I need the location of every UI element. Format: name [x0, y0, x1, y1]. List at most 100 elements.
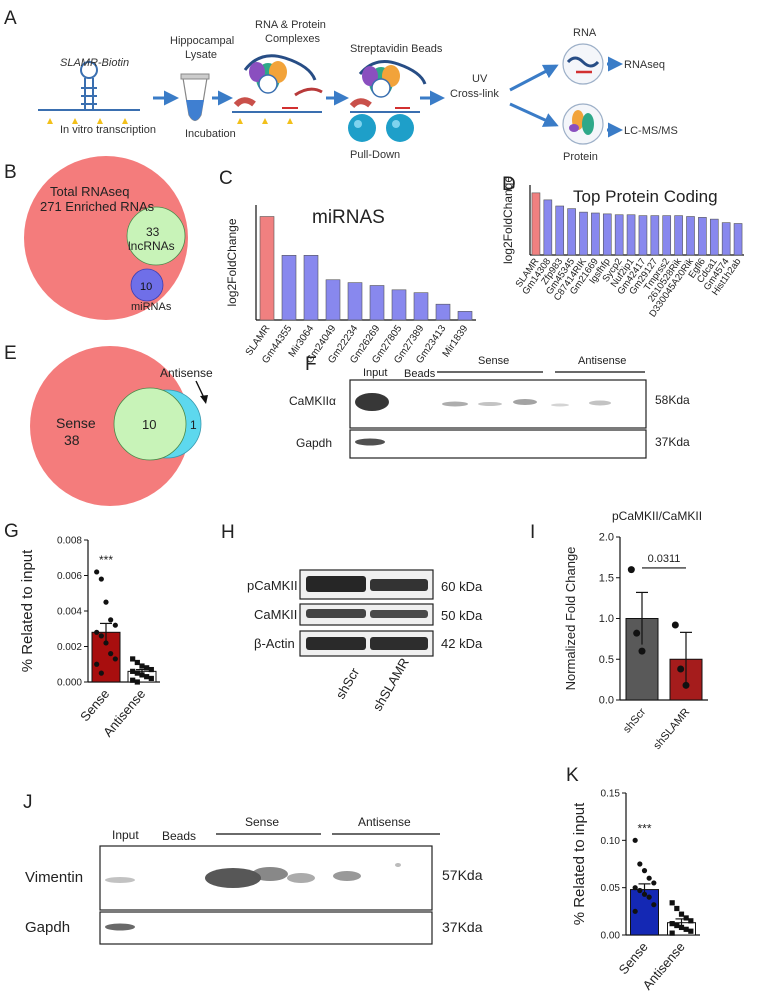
mi-label: miRNAs — [131, 301, 172, 313]
data-point — [669, 930, 675, 936]
bar-zfp983 — [555, 205, 565, 256]
data-point — [130, 656, 136, 662]
chart-i-pcamkii-ratio: 0.0 0.5 1.0 1.5 2.0 Normalized Fold Change pCa… — [563, 509, 708, 752]
panel-e-venn: Sense 38 10 1 Antisense — [30, 346, 213, 506]
data-point — [94, 661, 100, 667]
data-point — [144, 674, 150, 680]
data-point — [112, 656, 118, 662]
data-point — [682, 681, 690, 689]
biotin-rna-hairpin — [38, 61, 140, 111]
data-point — [98, 576, 104, 582]
data-point — [103, 640, 109, 646]
data-point — [677, 665, 685, 673]
data-point — [638, 647, 646, 655]
h-row2-label: CaMKII — [254, 607, 297, 622]
uv-line2: Cross-link — [450, 88, 499, 100]
h-row3-size: 42 kDa — [441, 636, 483, 651]
panel-f-blot: Input Beads Sense Antisense CaMKIIα Gapd… — [289, 355, 690, 459]
y-tick-label: 0.006 — [57, 571, 82, 582]
panel-label-f: F — [305, 354, 317, 375]
bar-hist1h2ab — [733, 223, 743, 256]
data-point — [651, 880, 657, 886]
panel-label-k: K — [566, 765, 579, 786]
data-point — [632, 885, 638, 891]
data-point — [646, 875, 652, 881]
y-tick-label: 0.00 — [601, 931, 621, 942]
data-point — [632, 837, 638, 843]
beads-label: Streptavidin Beads — [350, 43, 443, 55]
pvalue-label: 0.0311 — [648, 553, 681, 565]
panel-label-b: B — [4, 162, 17, 183]
arrow-to-rna — [509, 64, 559, 92]
data-point — [641, 868, 648, 874]
bar-gm29127 — [650, 215, 660, 256]
data-point — [651, 902, 657, 908]
f-row1-size: 58Kda — [655, 393, 690, 407]
incubation-label: Incubation — [185, 128, 236, 140]
h-band-pcamkii-1 — [306, 576, 366, 592]
data-point — [98, 670, 104, 676]
biotin-markers — [47, 118, 128, 124]
y-axis-label: % Related to input — [571, 802, 588, 925]
rnaseq-label: RNAseq — [624, 59, 665, 71]
j-band-gapdh — [105, 923, 135, 931]
j-col-sense: Sense — [245, 815, 279, 829]
lysate-line2: Lysate — [185, 49, 217, 61]
data-point — [148, 675, 154, 682]
data-point — [646, 894, 652, 900]
data-point — [94, 629, 100, 635]
lysate-line1: Hippocampal — [170, 35, 234, 47]
complex-line2: Complexes — [265, 33, 321, 45]
data-point — [688, 928, 694, 934]
data-point — [144, 665, 150, 671]
ivt-label: In vitro transcription — [60, 124, 156, 136]
j-row1-size: 57Kda — [442, 867, 483, 883]
h-row1-label: pCaMKII — [247, 578, 298, 593]
chart-k-sense-antisense: 0.000.050.100.15% Related to inputSenseA… — [571, 789, 700, 993]
panel-h-blot: pCaMKII CaMKII β-Actin 60 kDa 50 kDa 42 … — [247, 569, 483, 714]
panel-label-g: G — [4, 521, 19, 542]
y-axis-label: log2FoldChange — [225, 218, 239, 306]
j-col-antisense: Antisense — [358, 815, 411, 829]
y-tick-label: 0.15 — [601, 789, 621, 800]
bar-gm27805 — [391, 289, 407, 321]
total-line1: Total RNAseq — [50, 184, 129, 199]
y-tick-label: 0.000 — [57, 678, 82, 689]
x-tick-label-shscr: shScr — [621, 706, 648, 736]
y-tick-label: 0.10 — [601, 836, 621, 847]
streptavidin-beads-complex-icon — [348, 60, 427, 142]
data-point — [678, 924, 685, 931]
data-point — [641, 891, 648, 897]
data-point — [130, 668, 136, 674]
panel-label-c: C — [219, 168, 233, 189]
f-band-gapdh — [355, 438, 385, 446]
data-point — [674, 905, 680, 912]
bar-gm44355 — [281, 255, 297, 321]
h-row1-size: 60 kDa — [441, 579, 483, 594]
data-point — [683, 926, 689, 932]
bar-gm26269 — [369, 285, 385, 321]
lncrna-circle — [126, 206, 186, 266]
significance-marker: *** — [637, 821, 651, 835]
mi-count: 10 — [140, 281, 152, 293]
h-lane1: shScr — [333, 665, 363, 702]
lnc-label: lncRNAs — [128, 239, 175, 253]
bar-gm23413 — [435, 303, 451, 321]
data-point — [674, 922, 680, 929]
chart-title: miRNAS — [312, 207, 385, 228]
bar-gm27389 — [413, 292, 429, 321]
panel-label-d: D — [502, 174, 516, 195]
f-row2-label: Gapdh — [296, 436, 332, 450]
j-band-sense1 — [205, 868, 261, 888]
data-point — [637, 861, 643, 867]
tube-icon — [180, 73, 210, 122]
data-point — [112, 622, 118, 628]
antisense-label: Antisense — [160, 366, 213, 380]
bar-tmprss2 — [662, 215, 672, 256]
j-row1-label: Vimentin — [25, 869, 83, 886]
y-tick-label: 0.002 — [57, 642, 82, 653]
chart-c-mirnas: miRNASlog2FoldChangeSLAMRGm44355Mir3064G… — [225, 205, 476, 366]
data-point — [678, 911, 685, 917]
bar-gm22234 — [347, 282, 363, 321]
